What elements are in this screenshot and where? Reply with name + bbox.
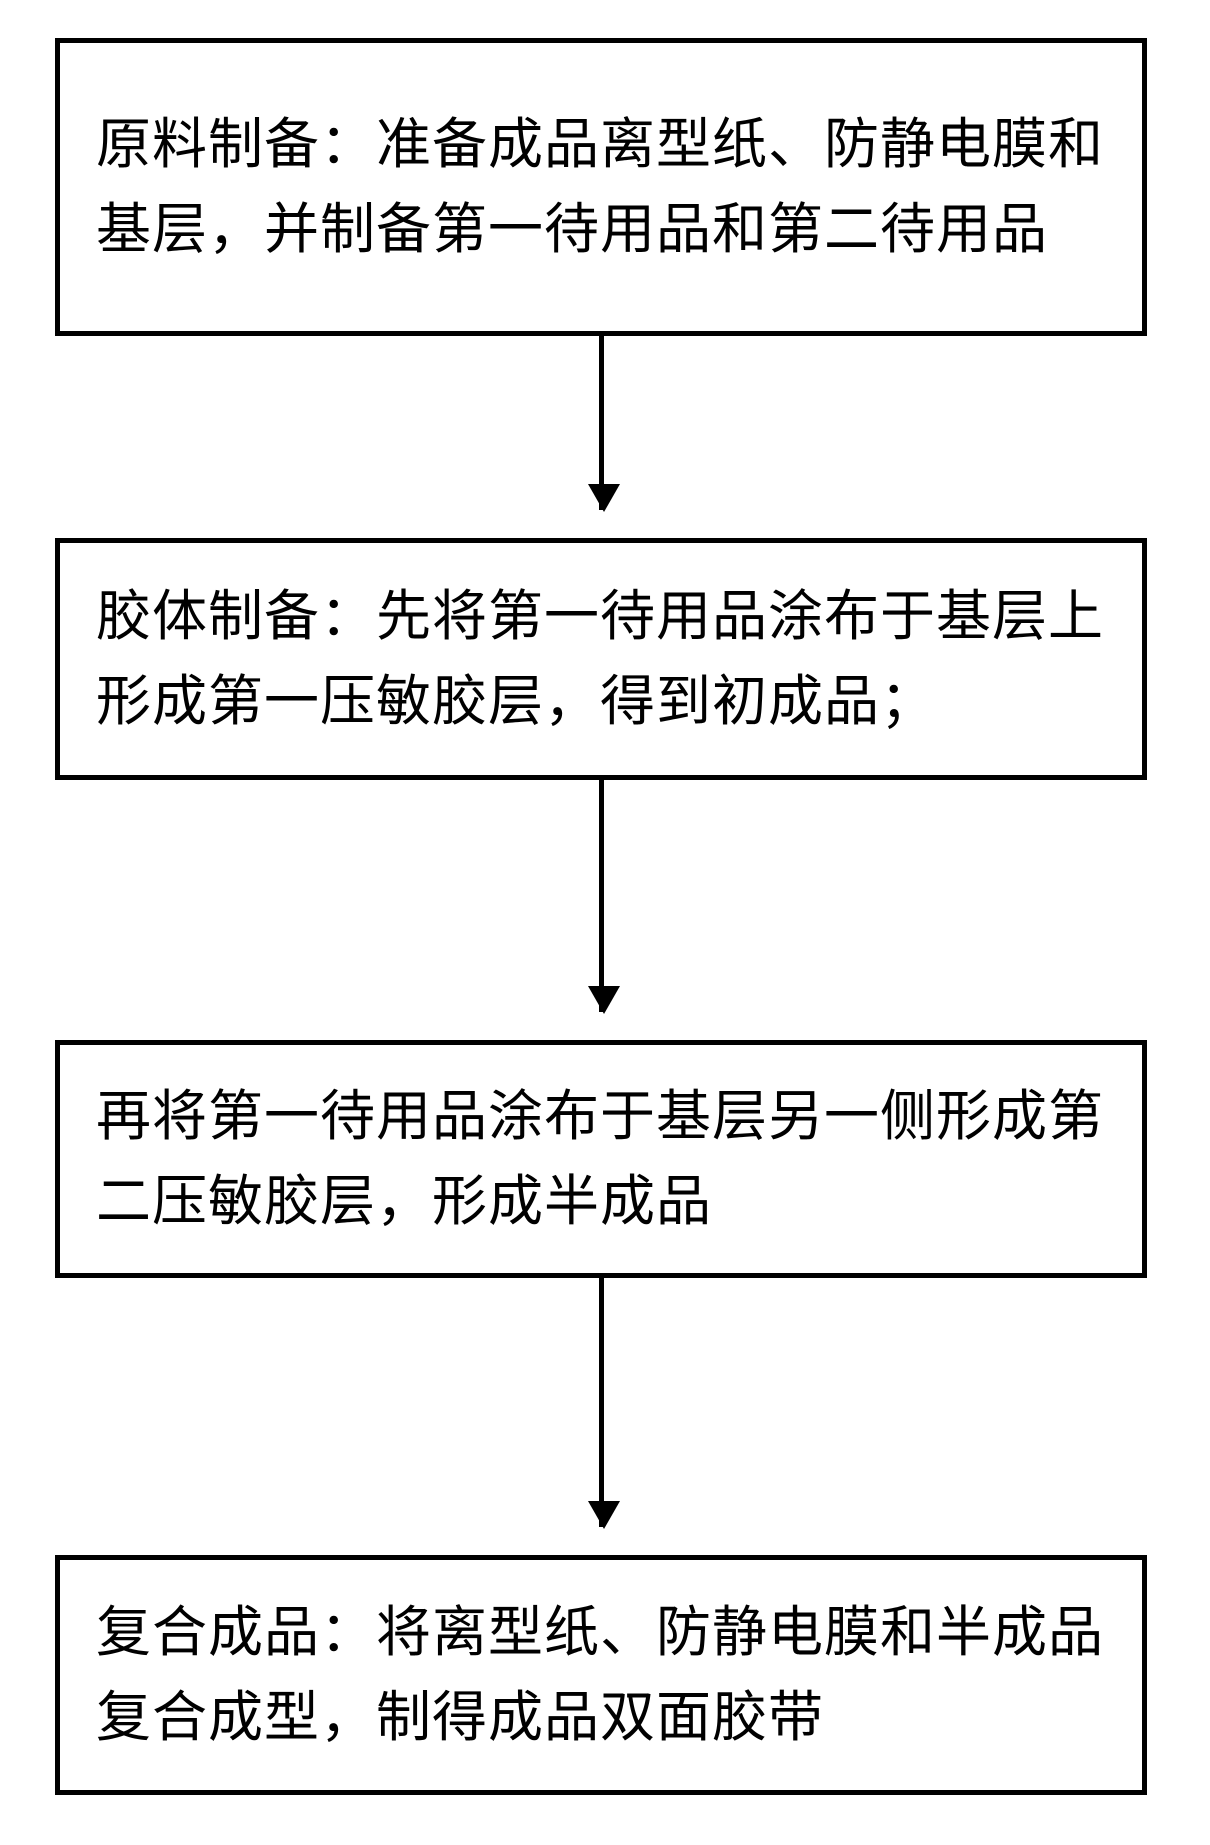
flowchart-node: 原料制备：准备成品离型纸、防静电膜和基层，并制备第一待用品和第二待用品 xyxy=(55,38,1147,336)
flowchart-canvas: 原料制备：准备成品离型纸、防静电膜和基层，并制备第一待用品和第二待用品 胶体制备… xyxy=(0,0,1210,1845)
flowchart-node-text: 复合成品：将离型纸、防静电膜和半成品复合成型，制得成品双面胶带 xyxy=(96,1590,1106,1761)
flowchart-arrow xyxy=(599,1278,604,1527)
flowchart-node-text: 原料制备：准备成品离型纸、防静电膜和基层，并制备第一待用品和第二待用品 xyxy=(96,102,1106,273)
flowchart-arrow xyxy=(599,780,604,1012)
flowchart-node-text: 胶体制备：先将第一待用品涂布于基层上形成第一压敏胶层，得到初成品； xyxy=(96,574,1106,745)
flowchart-arrow xyxy=(599,336,604,510)
flowchart-node-text: 再将第一待用品涂布于基层另一侧形成第二压敏胶层，形成半成品 xyxy=(96,1074,1106,1245)
flowchart-node: 再将第一待用品涂布于基层另一侧形成第二压敏胶层，形成半成品 xyxy=(55,1040,1147,1278)
flowchart-node: 复合成品：将离型纸、防静电膜和半成品复合成型，制得成品双面胶带 xyxy=(55,1555,1147,1795)
flowchart-node: 胶体制备：先将第一待用品涂布于基层上形成第一压敏胶层，得到初成品； xyxy=(55,538,1147,780)
